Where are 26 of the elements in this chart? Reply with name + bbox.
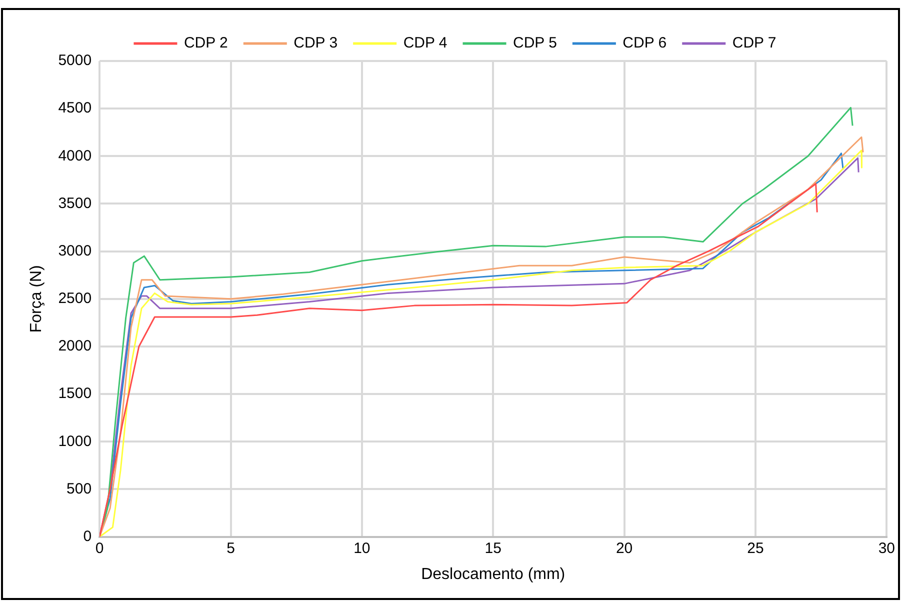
legend-label: CDP 2: [184, 34, 228, 52]
legend-label: CDP 3: [294, 34, 338, 52]
y-tick-label: 5000: [58, 52, 92, 70]
y-tick-label: 1000: [58, 432, 92, 450]
legend-label: CDP 4: [403, 34, 448, 52]
y-tick-label: 3500: [58, 194, 92, 212]
x-tick-label: 20: [616, 540, 633, 557]
y-axis-title: Força (N): [28, 265, 46, 333]
x-axis-title: Deslocamento (mm): [421, 566, 566, 583]
y-tick-label: 1500: [58, 385, 92, 402]
legend-label: CDP 7: [732, 34, 776, 52]
x-tick-label: 15: [484, 540, 502, 557]
y-tick-label: 4000: [58, 147, 92, 164]
y-tick-label: 500: [66, 480, 92, 498]
x-tick-label: 5: [226, 540, 235, 557]
y-tick-label: 4500: [58, 100, 92, 117]
y-tick-label: 2000: [58, 338, 92, 355]
x-tick-label: 30: [878, 540, 895, 557]
legend-label: CDP 6: [622, 34, 667, 52]
y-tick-label: 3000: [58, 242, 92, 260]
y-tick-label: 2500: [58, 290, 92, 308]
legend-label: CDP 5: [513, 34, 557, 52]
y-tick-label: 0: [83, 528, 92, 545]
x-tick-label: 10: [354, 540, 370, 557]
x-tick-label: 0: [95, 540, 104, 557]
x-tick-label: 25: [747, 540, 764, 557]
